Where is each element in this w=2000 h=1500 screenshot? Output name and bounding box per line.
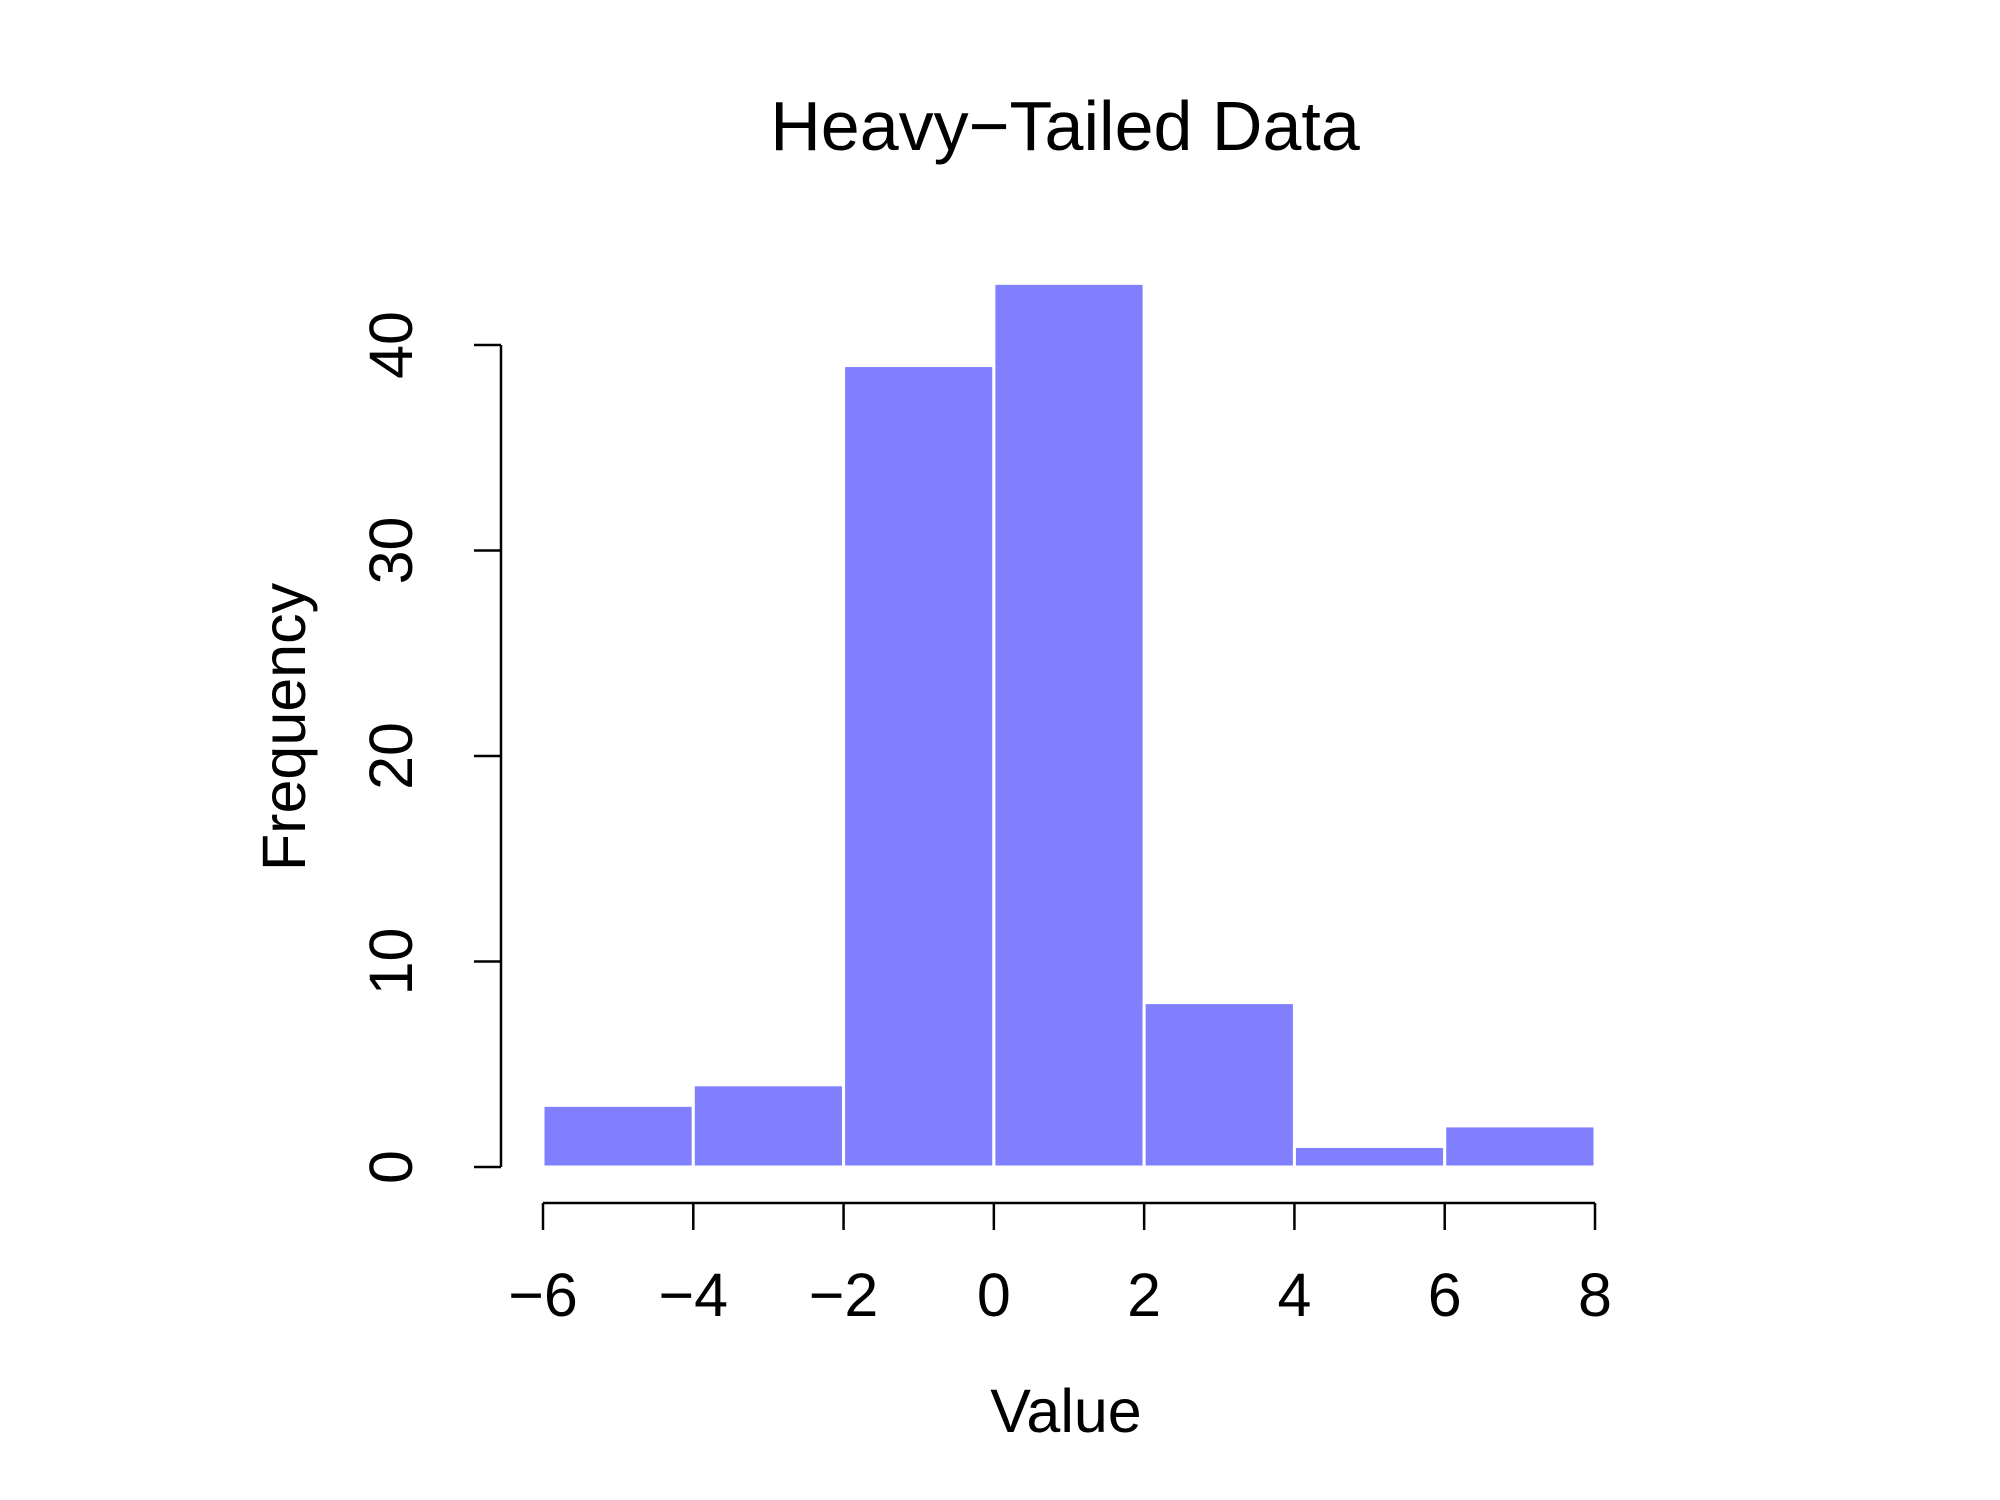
y-tick-label-4: 40: [357, 311, 425, 379]
x-tick-label-1: −4: [659, 1261, 729, 1329]
histogram-bar-6: [1443, 1124, 1597, 1169]
x-tick-label-6: 6: [1428, 1261, 1462, 1329]
x-tick-label-5: 4: [1277, 1261, 1311, 1329]
y-tick-label-3: 30: [357, 517, 425, 585]
x-tick-label-4: 2: [1127, 1261, 1161, 1329]
y-tick-label-2: 20: [357, 722, 425, 790]
histogram-bar-1: [691, 1083, 846, 1169]
y-tick-label-1: 10: [357, 928, 425, 996]
histogram-bar-3: [992, 281, 1146, 1169]
histogram-bar-2: [842, 364, 996, 1169]
x-tick-label-0: −6: [508, 1261, 578, 1329]
x-axis-label: Value: [990, 1377, 1142, 1445]
histogram-bar-5: [1292, 1144, 1447, 1169]
y-axis: 0 10 20 30 40: [357, 311, 503, 1184]
x-tick-label-2: −2: [809, 1261, 879, 1329]
histogram-bar-4: [1142, 1001, 1296, 1169]
x-tick-label-7: 8: [1578, 1261, 1612, 1329]
x-tick-label-3: 0: [977, 1261, 1011, 1329]
y-tick-label-0: 0: [357, 1150, 425, 1184]
chart-title: Heavy−Tailed Data: [770, 87, 1360, 165]
histogram-bars: [541, 281, 1597, 1169]
y-axis-label: Frequency: [250, 582, 318, 871]
histogram-bar-0: [541, 1103, 695, 1169]
x-axis: −6 −4 −2 0 2 4 6 8: [508, 1201, 1612, 1329]
